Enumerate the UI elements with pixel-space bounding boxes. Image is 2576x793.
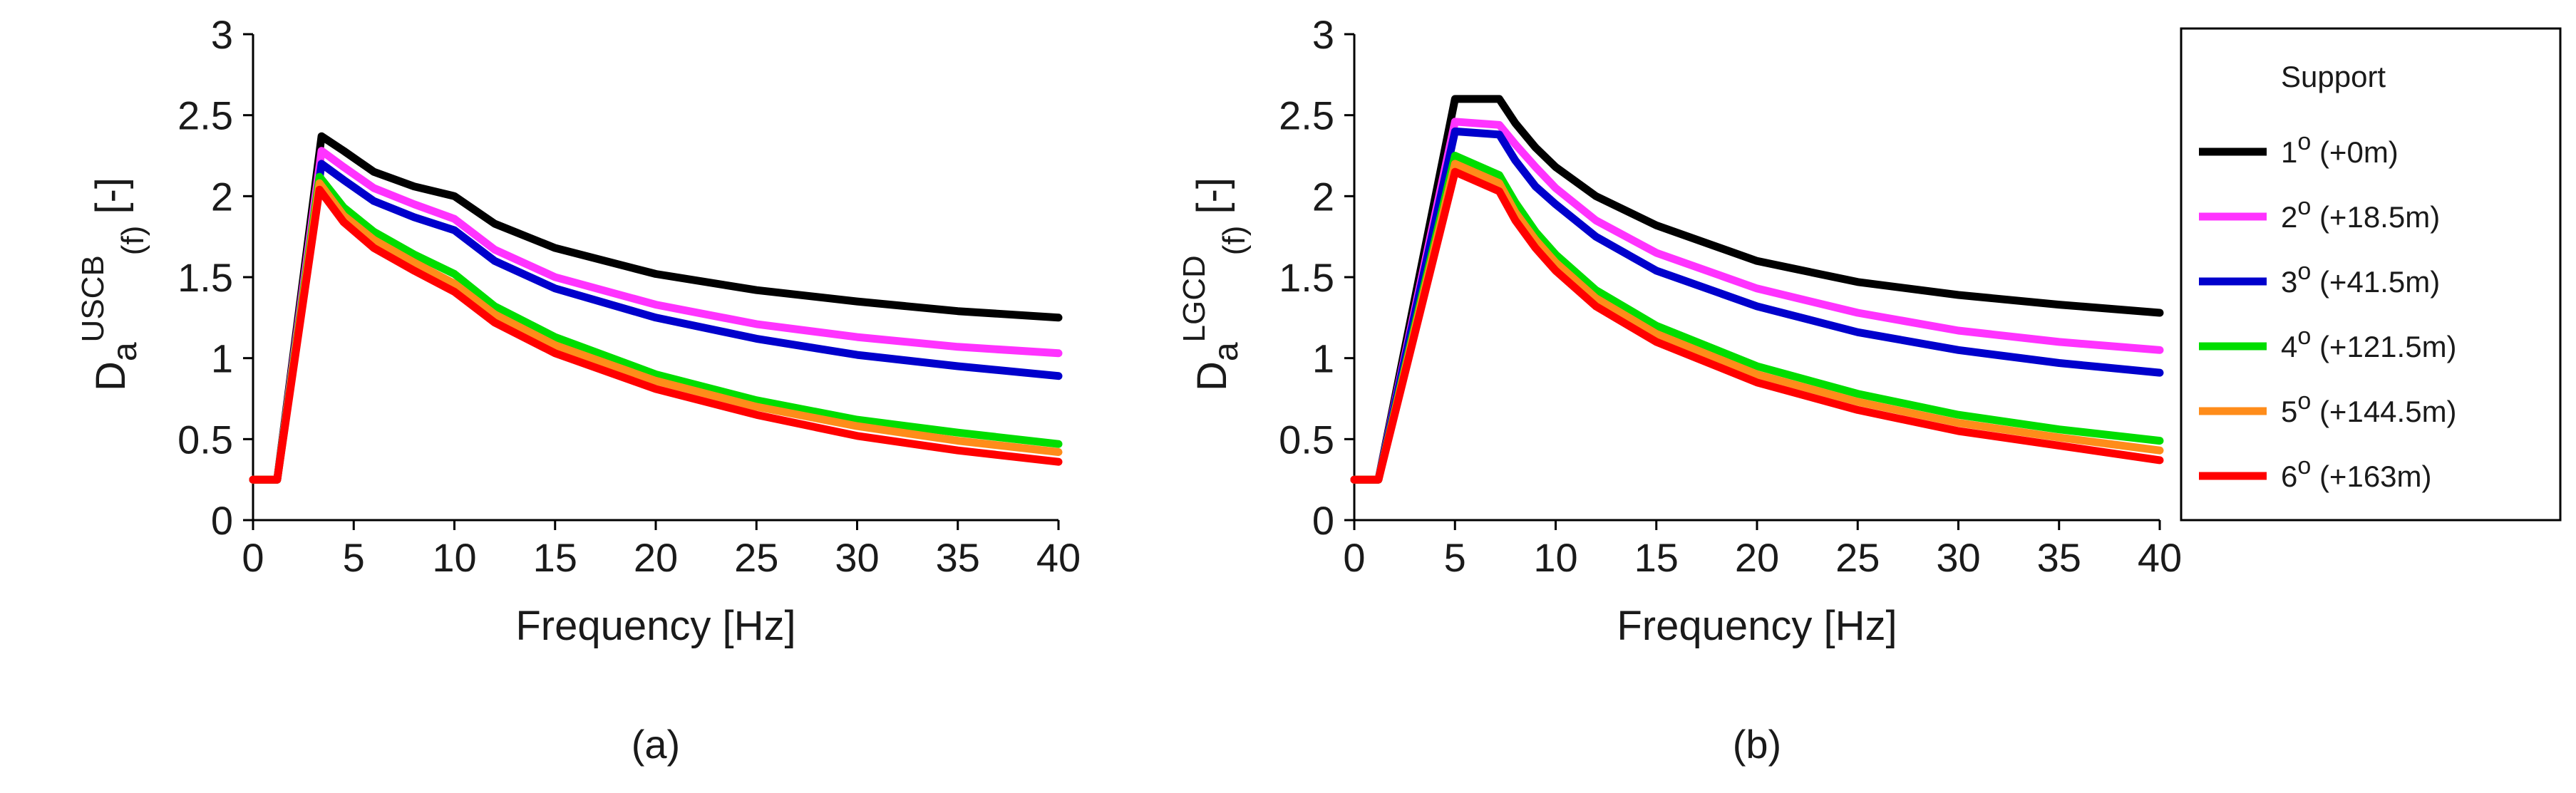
legend-label-3: 3o (+41.5m) xyxy=(2281,258,2440,299)
series-line-2 xyxy=(1350,118,2164,484)
y-axis-label: DaLGCD(f) [-] xyxy=(1177,177,1252,391)
legend-label-number: 2 xyxy=(2281,200,2297,234)
series-line-5 xyxy=(1350,160,2164,484)
x-tick-label: 30 xyxy=(1936,535,1980,580)
chart-panel-a: 0 5 10 15 20 25 30 35 40 0 0.5 1 1.5 2 2.5 3 Frequency [… xyxy=(76,12,1081,767)
y-axis-label: DaUSCB(f) [-] xyxy=(76,177,150,391)
x-axis-label: Frequency [Hz] xyxy=(515,603,795,649)
y-tick-label: 0.5 xyxy=(1279,417,1334,462)
legend-label-height: (+121.5m) xyxy=(2311,330,2456,363)
y-tick-label: 2 xyxy=(211,174,233,219)
y-label-sup: LGCD xyxy=(1177,255,1212,342)
x-tick-label: 40 xyxy=(1036,535,1081,580)
x-tick-label: 0 xyxy=(1343,535,1365,580)
legend-label-number: 4 xyxy=(2281,330,2297,363)
legend-label-number: 6 xyxy=(2281,460,2297,493)
y-tick-label: 2.5 xyxy=(177,93,233,138)
x-tick-label: 5 xyxy=(343,535,365,580)
legend-label-6: 6o (+163m) xyxy=(2281,452,2432,493)
y-label-tail: [-] xyxy=(1189,177,1235,226)
series-line-4 xyxy=(249,172,1063,484)
y-label-base: D xyxy=(1189,361,1235,391)
legend-title: Support xyxy=(2281,60,2386,93)
x-tick-label: 15 xyxy=(1634,535,1679,580)
legend-label-4: 4o (+121.5m) xyxy=(2281,323,2457,363)
legend-label-height: (+0m) xyxy=(2311,135,2399,169)
x-tick-label: 5 xyxy=(1444,535,1466,580)
x-tick-label: 20 xyxy=(634,535,678,580)
y-tick-label: 0 xyxy=(211,498,233,543)
y-label-sub: a xyxy=(1207,342,1245,361)
x-tick-label: 25 xyxy=(1835,535,1880,580)
legend-label-degree: o xyxy=(2297,193,2311,220)
x-tick-label: 15 xyxy=(533,535,577,580)
y-label-base: D xyxy=(88,361,134,391)
series-line-4 xyxy=(1350,152,2164,484)
y-label-sub2: (f) xyxy=(115,226,150,256)
chart-panel-b: 0 5 10 15 20 25 30 35 40 0 0.5 1 1.5 2 2.5 3 Frequency [… xyxy=(1177,12,2182,767)
x-tick-label: 20 xyxy=(1735,535,1779,580)
series-line-1 xyxy=(1350,95,2164,484)
legend-label-degree: o xyxy=(2297,452,2311,480)
y-tick-label: 1.5 xyxy=(1279,255,1334,300)
legend-label-height: (+41.5m) xyxy=(2311,265,2440,299)
legend-label-height: (+18.5m) xyxy=(2311,200,2440,234)
legend-label-number: 5 xyxy=(2281,395,2297,428)
legend-label-1: 1o (+0m) xyxy=(2281,128,2399,169)
legend-frame xyxy=(2180,27,2562,522)
panel-label: (b) xyxy=(1733,722,1781,767)
series-line-1 xyxy=(249,132,1063,484)
legend-label-degree: o xyxy=(2297,388,2311,415)
series-line-6 xyxy=(249,185,1063,484)
y-tick-label: 1 xyxy=(211,336,233,381)
y-label-tail: [-] xyxy=(88,177,134,226)
y-tick-label: 3 xyxy=(1312,12,1334,57)
legend-label-degree: o xyxy=(2297,128,2311,155)
y-tick-label: 0.5 xyxy=(177,417,233,462)
x-tick-label: 40 xyxy=(2138,535,2182,580)
y-label-sup: USCB xyxy=(76,255,110,342)
y-tick-label: 2.5 xyxy=(1279,93,1334,138)
x-tick-label: 30 xyxy=(835,535,879,580)
x-tick-label: 10 xyxy=(1533,535,1577,580)
legend-label-number: 3 xyxy=(2281,265,2297,299)
y-label-sub2: (f) xyxy=(1217,226,1252,256)
x-tick-label: 10 xyxy=(432,535,476,580)
y-label-sub: a xyxy=(106,342,144,361)
legend-label-degree: o xyxy=(2297,258,2311,285)
x-tick-label: 0 xyxy=(242,535,264,580)
y-tick-label: 1.5 xyxy=(177,255,233,300)
series-line-2 xyxy=(249,147,1063,484)
series-line-6 xyxy=(1350,167,2164,484)
legend-label-height: (+163m) xyxy=(2311,460,2431,493)
y-tick-label: 3 xyxy=(211,12,233,57)
legend-label-5: 5o (+144.5m) xyxy=(2281,388,2457,428)
legend-label-height: (+144.5m) xyxy=(2311,395,2456,428)
y-tick-label: 1 xyxy=(1312,336,1334,381)
y-tick-label: 0 xyxy=(1312,498,1334,543)
panel-label: (a) xyxy=(632,722,680,767)
x-tick-label: 35 xyxy=(2037,535,2081,580)
y-tick-label: 2 xyxy=(1312,174,1334,219)
legend-label-degree: o xyxy=(2297,323,2311,350)
x-tick-label: 35 xyxy=(936,535,980,580)
x-tick-label: 25 xyxy=(734,535,778,580)
legend-label-2: 2o (+18.5m) xyxy=(2281,193,2440,234)
series-line-3 xyxy=(249,160,1063,484)
legend-label-number: 1 xyxy=(2281,135,2297,169)
x-axis-label: Frequency [Hz] xyxy=(1617,603,1897,649)
series-line-3 xyxy=(1350,127,2164,484)
